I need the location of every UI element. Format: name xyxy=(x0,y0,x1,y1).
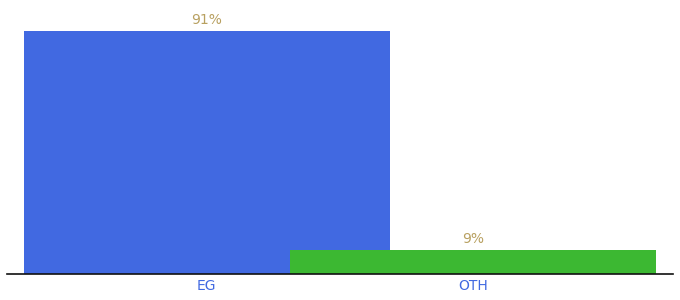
Text: 91%: 91% xyxy=(191,13,222,27)
Bar xyxy=(24,31,390,274)
Text: 9%: 9% xyxy=(462,232,484,245)
Bar xyxy=(290,250,656,274)
